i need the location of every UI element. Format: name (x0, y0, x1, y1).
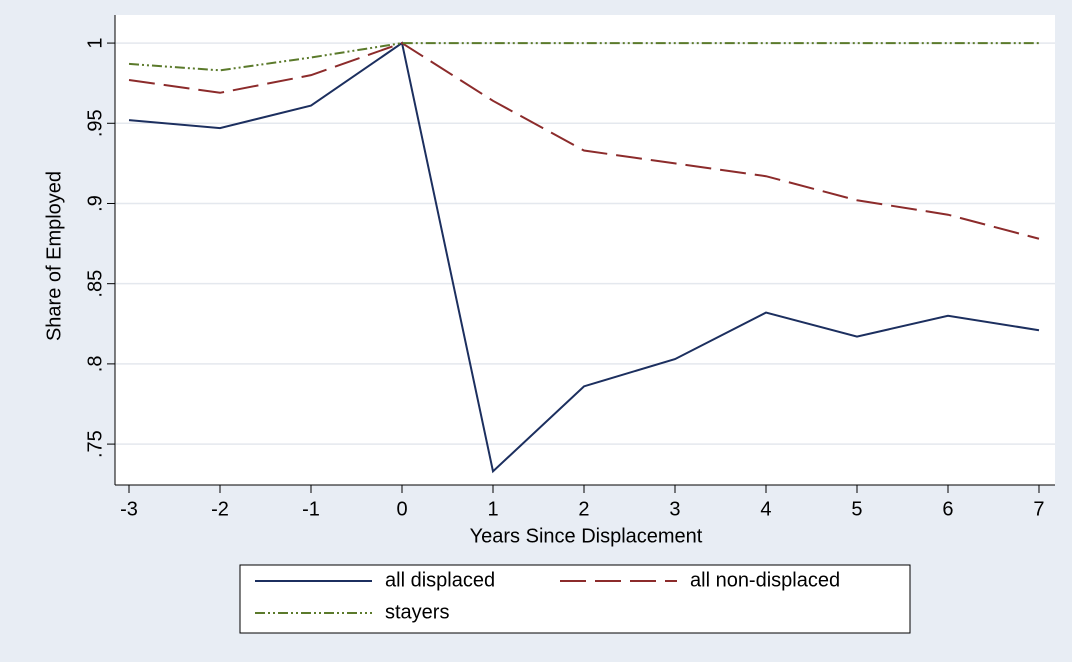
x-tick-label: 5 (851, 498, 862, 520)
x-axis-title: Years Since Displacement (470, 525, 703, 547)
x-tick-label: 4 (760, 498, 771, 520)
x-tick-label: -3 (120, 498, 138, 520)
y-tick-label: .9 (84, 195, 106, 212)
x-tick-label: 2 (578, 498, 589, 520)
y-tick-label: .75 (84, 430, 106, 458)
y-tick-label: .85 (84, 270, 106, 298)
series-line (128, 41, 1040, 474)
x-tick-label: 1 (487, 498, 498, 520)
x-tick-label: 3 (669, 498, 680, 520)
x-tick-label: 7 (1033, 498, 1044, 520)
y-tick-label: .8 (84, 356, 106, 373)
legend-label: all displaced (385, 569, 495, 591)
legend-label: stayers (385, 601, 449, 623)
legend-label: all non-displaced (690, 569, 840, 591)
x-tick-label: -2 (211, 498, 229, 520)
x-tick-label: -1 (302, 498, 320, 520)
legend (239, 564, 911, 634)
series-line (128, 42, 1039, 72)
x-tick-label: 0 (396, 498, 407, 520)
y-axis-title: Share of Employed (43, 171, 65, 341)
y-tick-label: .95 (84, 109, 106, 137)
y-tick-label: 1 (84, 38, 106, 49)
x-tick-label: 6 (942, 498, 953, 520)
plot-area (115, 15, 1055, 485)
series-line (128, 41, 1040, 240)
